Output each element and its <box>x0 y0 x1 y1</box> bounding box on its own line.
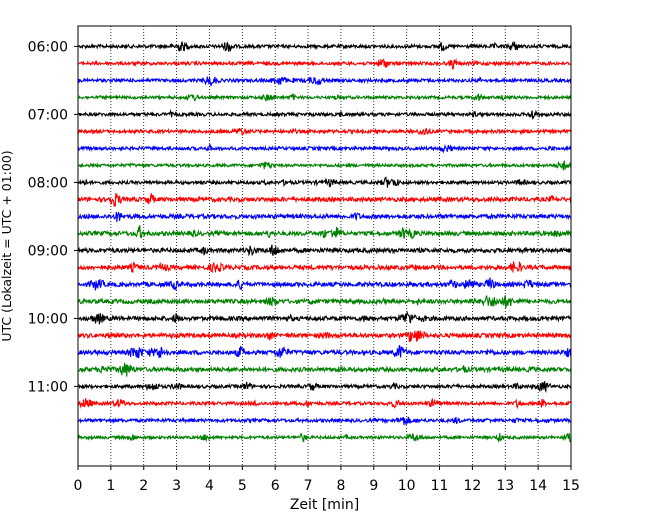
trace-line <box>77 40 572 52</box>
trace-line <box>77 76 572 87</box>
x-tick-label: 9 <box>369 478 378 494</box>
grid-lines <box>110 26 539 466</box>
trace-line <box>77 381 572 394</box>
plot-frame <box>77 25 572 467</box>
trace-line <box>77 362 572 377</box>
x-tick-label: 3 <box>172 478 181 494</box>
x-tick-label: 0 <box>74 478 83 494</box>
y-tick-label: 09:00 <box>28 243 68 259</box>
trace-line <box>77 345 572 359</box>
trace-line <box>77 143 572 154</box>
y-tick-label: 10:00 <box>28 311 68 327</box>
trace-line <box>77 108 572 120</box>
trace-line <box>77 192 572 207</box>
trace-line <box>77 176 572 189</box>
trace-line <box>77 310 572 325</box>
x-tick-label: 11 <box>431 478 449 494</box>
y-tick-label: 07:00 <box>28 107 68 123</box>
trace-line <box>77 92 572 103</box>
x-tick-label: 14 <box>529 478 547 494</box>
trace-line <box>77 397 572 410</box>
trace-line <box>77 260 572 274</box>
x-axis-label: Zeit [min] <box>290 497 359 513</box>
x-tick-label: 1 <box>106 478 115 494</box>
trace-line <box>77 295 572 309</box>
trace-line <box>77 277 572 291</box>
trace-line <box>77 244 572 257</box>
trace-line <box>77 225 572 240</box>
x-tick-label: 6 <box>271 478 280 494</box>
x-tick-label: 2 <box>139 478 148 494</box>
x-tick-label: 13 <box>496 478 514 494</box>
y-tick-label: 06:00 <box>28 39 68 55</box>
x-tick-label: 5 <box>238 478 247 494</box>
trace-line <box>77 160 572 171</box>
x-tick-label: 8 <box>336 478 345 494</box>
trace-line <box>77 432 572 443</box>
seismogram-traces <box>77 40 572 443</box>
x-tick-label: 12 <box>463 478 481 494</box>
trace-line <box>77 330 572 343</box>
trace-line <box>77 58 572 70</box>
x-tick-label: 10 <box>398 478 416 494</box>
y-axis-label: UTC (Lokalzeit = UTC + 01:00) <box>0 150 14 341</box>
x-axis-ticks: 0 1 2 3 4 5 6 7 8 9 10 11 12 13 14 15 <box>74 466 580 494</box>
trace-line <box>77 127 572 136</box>
y-tick-label: 08:00 <box>28 175 68 191</box>
y-tick-label: 11:00 <box>28 379 68 395</box>
trace-line <box>77 416 572 426</box>
trace-line <box>77 211 572 223</box>
x-tick-label: 7 <box>304 478 313 494</box>
x-tick-label: 4 <box>205 478 214 494</box>
y-axis-ticks: 06:00 07:00 08:00 09:00 10:00 11:00 <box>28 39 78 395</box>
x-tick-label: 15 <box>562 478 580 494</box>
